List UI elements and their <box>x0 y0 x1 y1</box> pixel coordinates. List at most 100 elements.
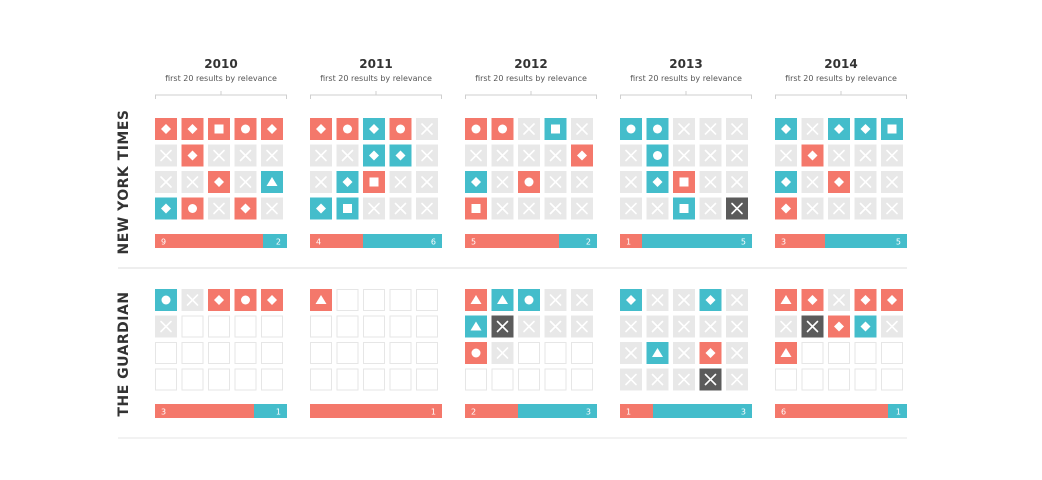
x-icon <box>421 176 433 188</box>
empty-cell <box>389 315 412 338</box>
empty-cell <box>881 368 903 391</box>
diamond-icon <box>161 124 171 134</box>
square-icon <box>214 124 224 134</box>
triangle-icon <box>315 295 327 304</box>
subtitle-label: first 20 results by relevance <box>630 74 742 83</box>
subtitle-label: first 20 results by relevance <box>785 74 897 83</box>
diamond-icon <box>705 295 716 305</box>
column-header-2014: 2014 first 20 results by relevance <box>775 57 907 84</box>
blue-count-bar <box>825 234 907 248</box>
x-icon <box>704 373 717 386</box>
empty-cell <box>208 315 230 338</box>
diamond-icon <box>187 150 198 161</box>
x-icon <box>704 320 717 333</box>
empty-cell <box>181 315 204 338</box>
empty-cell <box>828 368 850 391</box>
diamond-icon <box>860 321 871 332</box>
empty-cell <box>775 368 797 391</box>
diamond-icon <box>807 295 818 305</box>
circle-icon <box>524 295 534 305</box>
circle-icon <box>161 295 171 305</box>
x-icon <box>886 202 898 215</box>
diamond-icon <box>267 295 277 305</box>
circle-icon <box>653 151 662 160</box>
x-icon <box>678 373 690 386</box>
empty-cell <box>416 342 438 364</box>
red-count-label: 3 <box>781 238 786 247</box>
x-icon <box>549 202 562 215</box>
empty-cell <box>261 368 283 391</box>
circle-icon <box>524 177 534 187</box>
x-icon <box>576 294 588 306</box>
blue-count-label: 2 <box>586 238 591 247</box>
x-icon <box>470 149 482 162</box>
empty-cell <box>571 368 593 391</box>
column-header-2013: 2013 first 20 results by relevance <box>620 57 752 84</box>
x-icon <box>576 176 588 188</box>
x-icon <box>625 176 637 188</box>
circle-icon <box>653 124 662 134</box>
empty-cell <box>181 368 204 391</box>
x-icon <box>549 320 562 333</box>
diamond-icon <box>781 177 791 187</box>
x-icon <box>186 294 199 306</box>
blue-count-label: 3 <box>586 408 591 417</box>
square-icon <box>679 177 689 187</box>
empty-cell <box>208 342 230 364</box>
diamond-icon <box>161 203 171 214</box>
header-bracket <box>465 91 597 99</box>
x-icon <box>523 149 535 162</box>
diamond-icon <box>807 150 818 161</box>
empty-cell <box>310 315 332 338</box>
x-icon <box>731 294 743 306</box>
diamond-icon <box>705 348 716 358</box>
year-label: 2011 <box>359 57 393 71</box>
x-icon <box>833 202 845 215</box>
x-icon <box>625 347 637 359</box>
column-header-2010: 2010 first 20 results by relevance <box>155 57 287 84</box>
x-icon <box>421 202 433 215</box>
circle-icon <box>241 295 250 305</box>
year-label: 2013 <box>669 57 703 71</box>
empty-cell <box>416 289 438 311</box>
x-icon <box>266 149 278 162</box>
x-icon <box>625 202 637 215</box>
diamond-icon <box>267 124 277 134</box>
x-icon <box>576 320 588 333</box>
red-count-label: 6 <box>781 408 786 417</box>
x-icon <box>731 149 743 162</box>
x-icon <box>678 123 690 135</box>
red-count-label: 5 <box>471 238 476 247</box>
square-icon <box>471 204 481 213</box>
x-icon <box>731 176 743 188</box>
empty-cell <box>310 342 332 364</box>
diamond-icon <box>887 295 897 305</box>
diamond-icon <box>652 177 663 187</box>
x-icon <box>806 320 819 333</box>
x-icon <box>496 347 509 359</box>
blue-count-label: 1 <box>896 408 901 417</box>
x-icon <box>576 123 588 135</box>
empty-cell <box>363 342 385 364</box>
x-icon <box>421 149 433 162</box>
triangle-icon <box>470 295 482 304</box>
blue-count-label: 2 <box>276 238 281 247</box>
empty-cell <box>261 342 283 364</box>
empty-cell <box>854 342 877 364</box>
empty-cell <box>208 368 230 391</box>
red-count-bar <box>465 234 559 248</box>
red-count-bar <box>775 234 825 248</box>
empty-cell <box>518 368 540 391</box>
x-icon <box>213 149 225 162</box>
empty-cell <box>416 315 438 338</box>
blue-count-bar <box>254 404 287 418</box>
blue-count-label: 1 <box>276 408 281 417</box>
empty-cell <box>544 368 567 391</box>
triangle-icon <box>266 177 278 186</box>
red-count-bar <box>620 404 653 418</box>
red-count-bar <box>620 234 642 248</box>
x-icon <box>549 294 562 306</box>
diamond-icon <box>342 177 353 187</box>
empty-cell <box>518 342 540 364</box>
